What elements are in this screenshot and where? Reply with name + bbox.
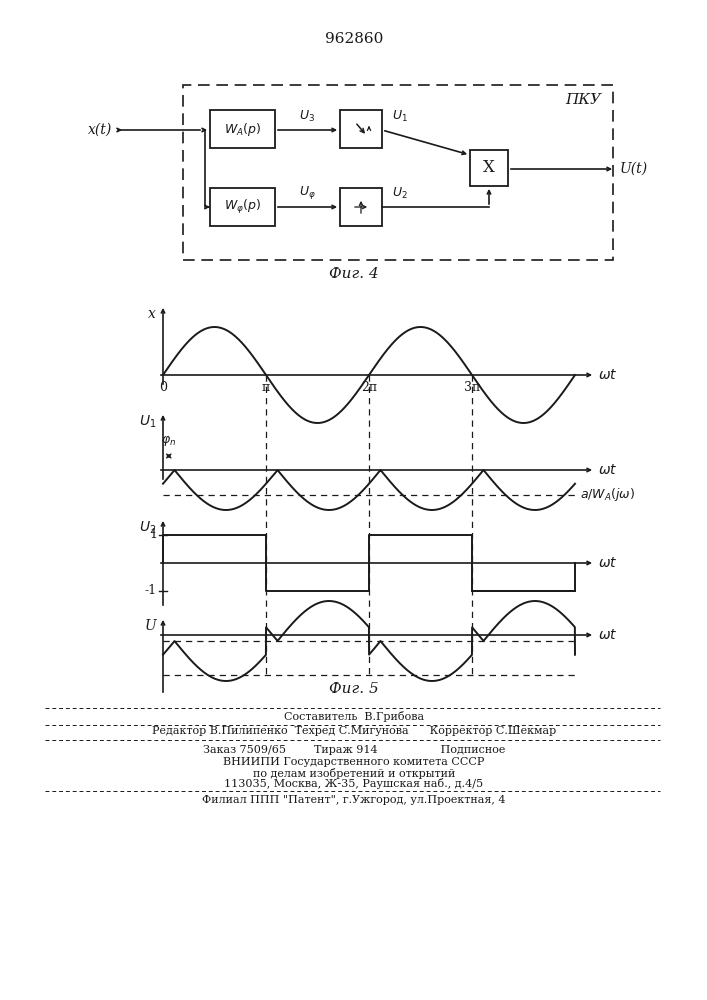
Text: x: x	[148, 307, 156, 321]
Text: ВНИИПИ Государственного комитета СССР: ВНИИПИ Государственного комитета СССР	[223, 757, 485, 767]
Bar	[340, 188, 382, 226]
Text: Фиг. 4: Фиг. 4	[329, 267, 379, 281]
Text: U(t): U(t)	[620, 162, 648, 176]
Text: -1: -1	[145, 584, 157, 597]
Text: $\varphi_n$: $\varphi_n$	[161, 434, 176, 448]
Text: $U_1$: $U_1$	[392, 109, 408, 124]
Text: 3π: 3π	[464, 381, 480, 394]
Text: $U_2$: $U_2$	[392, 186, 408, 201]
Text: Заказ 7509/65        Тираж 914                  Подписное: Заказ 7509/65 Тираж 914 Подписное	[203, 745, 506, 755]
Text: $U_\varphi$: $U_\varphi$	[299, 184, 316, 201]
Text: Редактор В.Пилипенко  Техред С.Мигунова      Корректор С.Шекмар: Редактор В.Пилипенко Техред С.Мигунова К…	[152, 726, 556, 736]
Bar	[210, 110, 275, 148]
Text: $U_2$: $U_2$	[139, 520, 156, 536]
Text: Составитель  В.Грибова: Составитель В.Грибова	[284, 711, 424, 722]
Bar	[183, 85, 613, 260]
Text: $U_1$: $U_1$	[139, 414, 156, 430]
Text: x(t): x(t)	[88, 123, 112, 137]
Text: $\omega t$: $\omega t$	[598, 368, 617, 382]
Text: $\omega t$: $\omega t$	[598, 556, 617, 570]
Text: Филиал ППП "Патент", г.Ужгород, ул.Проектная, 4: Филиал ППП "Патент", г.Ужгород, ул.Проек…	[202, 795, 506, 805]
Text: ПКУ: ПКУ	[565, 93, 601, 107]
Text: $\omega t$: $\omega t$	[598, 463, 617, 477]
Text: $W_A(p)$: $W_A(p)$	[224, 120, 261, 137]
Text: 0: 0	[159, 381, 167, 394]
Text: по делам изобретений и открытий: по делам изобретений и открытий	[253, 768, 455, 779]
Text: π: π	[262, 381, 270, 394]
Bar	[340, 110, 382, 148]
Bar	[470, 150, 508, 186]
Text: $a/W_A(j\omega)$: $a/W_A(j\omega)$	[580, 486, 635, 503]
Bar	[210, 188, 275, 226]
Text: $\omega t$: $\omega t$	[598, 628, 617, 642]
Text: 1: 1	[149, 528, 157, 542]
Text: Фиг. 5: Фиг. 5	[329, 682, 379, 696]
Text: 962860: 962860	[325, 32, 383, 46]
Text: 113035, Москва, Ж-35, Раушская наб., д.4/5: 113035, Москва, Ж-35, Раушская наб., д.4…	[224, 778, 484, 789]
Text: 2π: 2π	[361, 381, 377, 394]
Text: $U_3$: $U_3$	[300, 109, 315, 124]
Text: U: U	[144, 619, 156, 633]
Text: $W_\varphi(p)$: $W_\varphi(p)$	[224, 198, 261, 216]
Text: X: X	[483, 159, 495, 176]
